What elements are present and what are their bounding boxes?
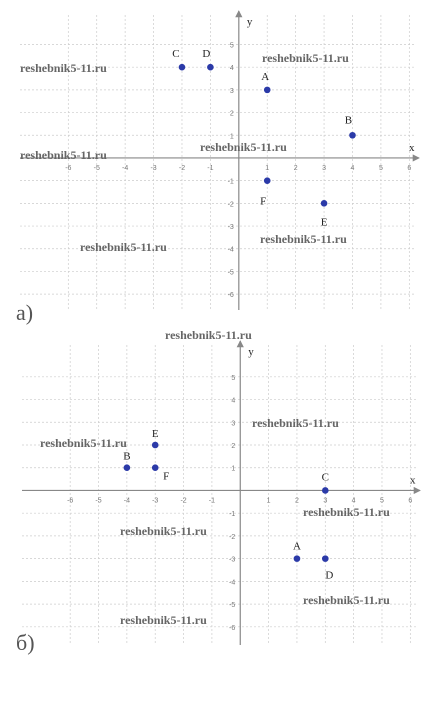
watermark: reshebnik5-11.ru: [200, 140, 287, 154]
y-tick-label: -5: [228, 269, 234, 276]
y-tick-label: -3: [228, 224, 234, 231]
x-tick-label: 4: [351, 165, 355, 172]
y-tick-label: 4: [230, 65, 234, 72]
watermark: reshebnik5-11.ru: [80, 240, 167, 254]
y-tick-label: 5: [230, 43, 234, 50]
x-tick-label: -3: [152, 497, 158, 504]
y-tick-label: -3: [229, 557, 235, 564]
point: [151, 464, 159, 472]
y-tick-label: 2: [231, 443, 235, 450]
point-label: D: [325, 570, 333, 582]
point: [178, 63, 186, 71]
x-tick-label: 3: [323, 497, 327, 504]
x-tick-label: 5: [380, 497, 384, 504]
x-axis-label: x: [410, 474, 416, 486]
y-tick-label: 2: [230, 111, 234, 118]
watermark: reshebnik5-11.ru: [120, 524, 207, 538]
watermark: reshebnik5-11.ru: [303, 593, 390, 607]
x-tick-label: -5: [95, 497, 101, 504]
watermark: reshebnik5-11.ru: [260, 232, 347, 246]
point: [207, 63, 214, 71]
y-tick-label: 4: [231, 398, 235, 405]
point: [293, 555, 301, 562]
y-tick-label: 1: [230, 133, 234, 140]
point: [349, 131, 356, 139]
x-tick-label: 1: [265, 165, 269, 172]
y-tick-label: -4: [229, 579, 235, 586]
x-tick-label: -2: [180, 497, 186, 504]
y-tick-label: -2: [229, 534, 235, 541]
point-label: C: [172, 48, 179, 60]
x-tick-label: -6: [67, 497, 73, 504]
watermark: reshebnik5-11.ru: [20, 148, 107, 162]
point-label: F: [260, 196, 266, 208]
point-label: D: [202, 48, 210, 60]
panel-label: б): [16, 630, 35, 655]
panel-label: а): [16, 300, 33, 325]
y-axis-label: y: [247, 16, 253, 28]
point-label: F: [163, 471, 169, 483]
point-label: E: [152, 428, 159, 440]
x-tick-label: -4: [122, 165, 128, 172]
y-tick-label: -6: [229, 625, 235, 632]
x-tick-label: 5: [379, 165, 383, 172]
y-axis-label: y: [248, 346, 254, 358]
y-tick-label: -6: [228, 292, 234, 299]
y-tick-label: 3: [231, 420, 235, 427]
watermark: reshebnik5-11.ru: [20, 61, 107, 75]
x-tick-label: 4: [352, 497, 356, 504]
x-axis-label: x: [409, 142, 415, 154]
point: [320, 200, 328, 207]
point: [321, 555, 329, 562]
watermark: reshebnik5-11.ru: [303, 505, 390, 519]
x-tick-label: -4: [124, 497, 130, 504]
x-tick-label: -6: [65, 165, 71, 172]
point: [123, 464, 131, 472]
x-tick-label: 6: [408, 497, 412, 504]
y-tick-label: -4: [228, 247, 234, 254]
watermark: reshebnik5-11.ru: [120, 613, 207, 627]
x-tick-label: 6: [407, 165, 411, 172]
x-tick-label: -1: [207, 165, 213, 172]
point-label: A: [293, 541, 301, 553]
y-tick-label: -1: [229, 511, 235, 518]
x-tick-label: 2: [295, 497, 299, 504]
y-tick-label: -2: [228, 201, 234, 208]
watermark: reshebnik5-11.ru: [165, 328, 252, 342]
watermark: reshebnik5-11.ru: [262, 51, 349, 65]
x-tick-label: -1: [209, 497, 215, 504]
x-tick-label: -2: [179, 165, 185, 172]
x-tick-label: 3: [322, 165, 326, 172]
y-tick-label: 3: [230, 88, 234, 95]
watermark: reshebnik5-11.ru: [40, 436, 127, 450]
x-tick-label: 2: [294, 165, 298, 172]
y-tick-label: 5: [231, 375, 235, 382]
watermark: reshebnik5-11.ru: [252, 416, 339, 430]
point-label: A: [261, 71, 269, 83]
point-label: E: [321, 216, 328, 228]
x-tick-label: -3: [150, 165, 156, 172]
y-tick-label: -5: [229, 602, 235, 609]
x-tick-label: -5: [94, 165, 100, 172]
y-tick-label: 1: [231, 466, 235, 473]
point-label: C: [322, 471, 329, 483]
point: [151, 441, 159, 449]
point-label: B: [123, 451, 130, 463]
point: [321, 487, 329, 494]
x-tick-label: 1: [267, 497, 271, 504]
point: [263, 177, 271, 184]
point-label: B: [345, 114, 352, 126]
y-tick-label: -1: [228, 179, 234, 186]
point: [263, 86, 271, 94]
